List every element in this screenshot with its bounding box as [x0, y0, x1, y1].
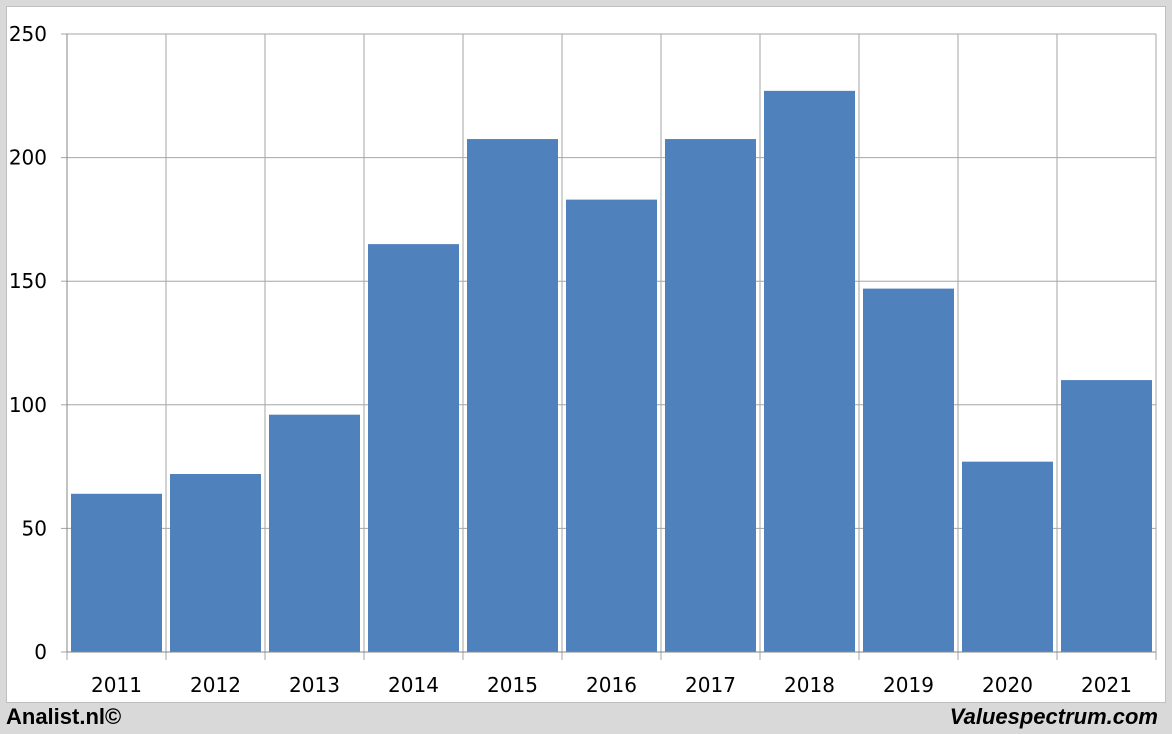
x-tick-label: 2021	[1081, 673, 1132, 697]
bar-2013	[269, 414, 360, 652]
bar-2011	[71, 493, 162, 652]
y-tick-label: 0	[34, 640, 47, 664]
x-tick-label: 2017	[685, 673, 736, 697]
x-tick-label: 2018	[784, 673, 835, 697]
x-tick-label: 2011	[91, 673, 142, 697]
bar-2017	[665, 139, 756, 652]
bar-2016	[566, 199, 657, 652]
bar-2020	[962, 461, 1053, 652]
bar-2021	[1061, 380, 1152, 652]
x-tick-label: 2019	[883, 673, 934, 697]
bar-2018	[764, 90, 855, 652]
y-tick-label: 200	[9, 146, 47, 170]
y-tick-label: 100	[9, 393, 47, 417]
bar-chart: 0 50 100 150 200 250 2011 2012 2013 2014 2015 2016 2…	[9, 22, 1157, 697]
footer-credit-right: Valuespectrum.com	[949, 704, 1158, 729]
x-tick-label: 2014	[388, 673, 439, 697]
bar-2014	[368, 244, 459, 652]
bar-2015	[467, 139, 558, 652]
y-tick-label: 150	[9, 269, 47, 293]
bar-2019	[863, 288, 954, 652]
x-tick-label: 2020	[982, 673, 1033, 697]
x-tick-label: 2016	[586, 673, 637, 697]
y-tick-label: 50	[22, 516, 47, 540]
x-tick-label: 2012	[190, 673, 241, 697]
y-tick-label: 250	[9, 22, 47, 46]
x-tick-label: 2015	[487, 673, 538, 697]
x-tick-label: 2013	[289, 673, 340, 697]
bar-2012	[170, 474, 261, 652]
footer-credit-left: Analist.nl©	[6, 704, 122, 729]
